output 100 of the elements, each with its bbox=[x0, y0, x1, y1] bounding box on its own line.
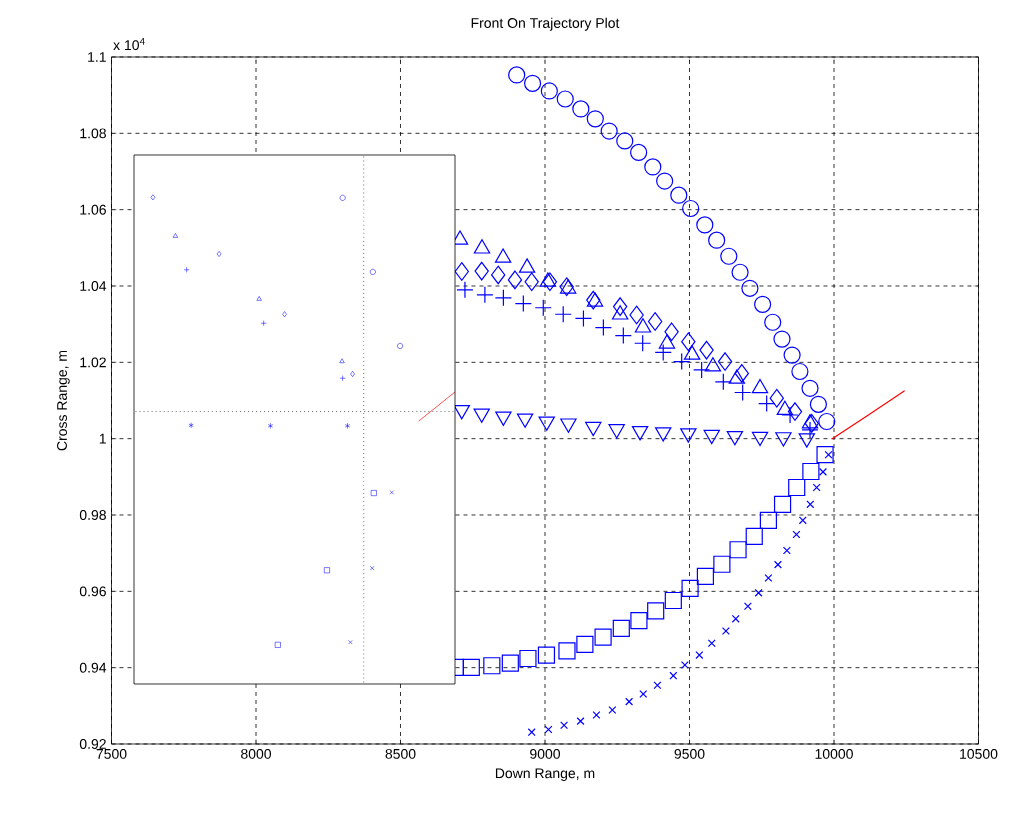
point bbox=[731, 614, 740, 623]
point bbox=[818, 412, 836, 431]
point bbox=[721, 627, 730, 636]
point bbox=[572, 100, 590, 118]
y-axis-title: Cross Range, m bbox=[57, 350, 70, 451]
point bbox=[592, 711, 601, 719]
y-tick-label: 1.06 bbox=[80, 204, 106, 215]
point bbox=[501, 654, 519, 672]
point bbox=[629, 305, 644, 325]
x-tick-label: 8000 bbox=[241, 748, 272, 759]
point bbox=[473, 408, 490, 423]
point bbox=[600, 122, 618, 140]
x-tick-label: 8500 bbox=[385, 748, 416, 759]
point bbox=[519, 649, 537, 668]
y-tick-label: 1.1 bbox=[88, 52, 106, 62]
point bbox=[664, 591, 682, 610]
point bbox=[708, 231, 726, 249]
x-tick-label: 10000 bbox=[815, 748, 853, 759]
point bbox=[804, 414, 819, 433]
point bbox=[454, 262, 469, 281]
point bbox=[647, 602, 665, 620]
point bbox=[713, 555, 731, 573]
point bbox=[670, 186, 688, 204]
point bbox=[707, 639, 716, 648]
y-tick-label: 1.04 bbox=[80, 281, 107, 291]
point bbox=[544, 725, 553, 734]
point bbox=[664, 322, 679, 342]
point bbox=[819, 467, 828, 476]
y-tick-label: 1.08 bbox=[80, 128, 106, 139]
point bbox=[798, 516, 807, 525]
point bbox=[576, 635, 594, 653]
point bbox=[682, 199, 700, 218]
x-tick-label: 7500 bbox=[96, 748, 127, 759]
point bbox=[731, 263, 749, 281]
point bbox=[490, 265, 506, 285]
point bbox=[527, 728, 536, 737]
point bbox=[699, 340, 714, 360]
point bbox=[540, 82, 558, 100]
point bbox=[647, 312, 663, 331]
point bbox=[816, 446, 834, 464]
point bbox=[495, 411, 512, 426]
point bbox=[773, 330, 791, 348]
point bbox=[508, 66, 526, 84]
point bbox=[474, 261, 489, 281]
point bbox=[696, 567, 714, 586]
point bbox=[507, 270, 523, 290]
y-tick-label: 0.94 bbox=[79, 662, 107, 673]
point bbox=[612, 619, 630, 637]
point bbox=[608, 706, 617, 715]
point bbox=[594, 628, 612, 646]
point bbox=[560, 721, 569, 730]
point bbox=[773, 495, 792, 513]
point bbox=[630, 143, 648, 162]
point bbox=[556, 90, 574, 108]
x-axis-title: Down Range, m bbox=[495, 768, 595, 781]
point bbox=[644, 158, 662, 176]
point bbox=[812, 483, 821, 492]
point bbox=[656, 172, 674, 190]
point bbox=[483, 657, 501, 675]
point bbox=[788, 478, 806, 497]
point bbox=[741, 279, 759, 297]
chart-title: Front On Trajectory Plot bbox=[471, 17, 620, 31]
point bbox=[802, 462, 820, 481]
point bbox=[726, 430, 744, 446]
point bbox=[653, 681, 662, 690]
point bbox=[773, 560, 782, 569]
point bbox=[681, 579, 699, 597]
point bbox=[754, 295, 772, 313]
point bbox=[669, 671, 678, 680]
point bbox=[639, 690, 648, 698]
point bbox=[625, 697, 634, 706]
point bbox=[524, 272, 539, 292]
point bbox=[759, 511, 777, 529]
y-tick-label: 1.02 bbox=[80, 357, 106, 368]
point bbox=[576, 717, 585, 726]
point bbox=[538, 416, 555, 431]
point bbox=[809, 395, 827, 413]
text: x 10$^{4}$ bbox=[113, 37, 145, 51]
point bbox=[791, 362, 809, 381]
point bbox=[612, 297, 628, 317]
point bbox=[680, 661, 689, 669]
point bbox=[630, 612, 648, 630]
point bbox=[754, 588, 763, 597]
point bbox=[586, 110, 604, 128]
point bbox=[717, 352, 733, 371]
point bbox=[558, 642, 576, 660]
point bbox=[523, 74, 542, 92]
point bbox=[782, 546, 791, 555]
point bbox=[787, 402, 803, 421]
point bbox=[801, 379, 819, 397]
point bbox=[542, 272, 558, 292]
point bbox=[729, 541, 747, 559]
y-tick-label: 0.96 bbox=[79, 586, 106, 597]
point bbox=[783, 346, 801, 364]
x-tick-label: 10500 bbox=[960, 748, 998, 759]
point bbox=[462, 658, 480, 676]
point bbox=[696, 216, 714, 234]
point bbox=[695, 651, 704, 660]
point bbox=[806, 500, 815, 509]
x-tick-label: 9000 bbox=[530, 748, 561, 759]
